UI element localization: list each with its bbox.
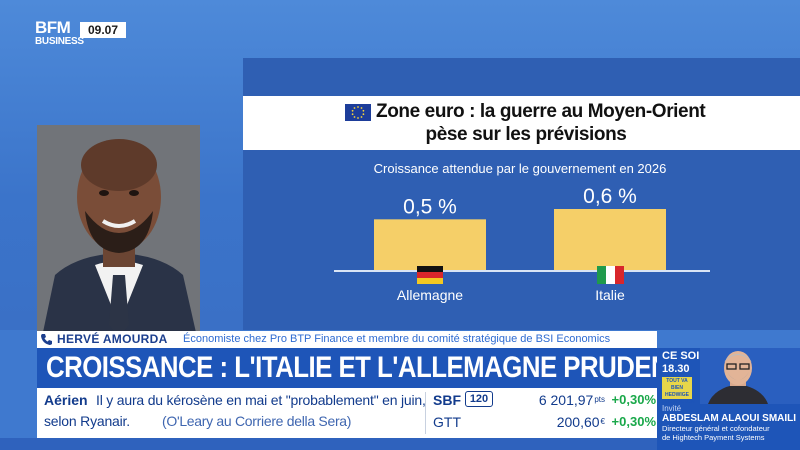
growth-bar-chart: 0,5 % Allemagne 0,6 % Italie — [320, 180, 720, 310]
guest-name: HERVÉ AMOURDA — [57, 332, 168, 346]
market-index-badge: 120 — [465, 391, 493, 407]
bar-italie — [554, 209, 666, 271]
stock-value: 200,60€ — [520, 412, 605, 432]
category-label: Allemagne — [397, 287, 463, 303]
graphic-title-box — [243, 96, 800, 150]
channel-logo: BFM BUSINESS — [35, 18, 84, 50]
clock-time: 09.07 — [80, 22, 126, 38]
news-ticker — [37, 388, 657, 438]
market-index-value: 6 201,97pts — [520, 390, 605, 410]
stock-value-number: 200,60 — [556, 414, 600, 430]
headline-bar — [37, 348, 657, 388]
guest-name-bar — [37, 331, 657, 348]
eu-flag-icon — [344, 103, 372, 122]
news-line1: Il y aura du kérosène en mai et "probabl… — [96, 392, 426, 408]
market-index-name: SBF — [433, 392, 461, 408]
logo-business-text: BUSINESS — [35, 36, 84, 47]
promo-show-logo: TOUT VA BIEN HEDWIGE CHEVRILLON — [662, 377, 695, 405]
guest-video — [37, 125, 200, 337]
bar-value-label: 0,6 % — [583, 185, 637, 208]
stock-name: GTT — [433, 414, 461, 430]
bar-value-label: 0,5 % — [403, 195, 457, 218]
ticker-divider — [425, 392, 426, 434]
market-index-value-number: 6 201,97 — [538, 392, 594, 408]
promo-time: 18.30 — [662, 363, 690, 375]
chart-subtitle: Croissance attendue par le gouvernement … — [373, 161, 667, 176]
guest-role: Économiste chez Pro BTP Finance et membr… — [183, 333, 611, 345]
news-line2: selon Ryanair. — [44, 413, 130, 429]
category-label: Italie — [595, 287, 625, 303]
promo-guest-role-line1: Directeur général et cofondateur — [662, 424, 770, 433]
headline: CROISSANCE : L'ITALIE ET L'ALLEMAGNE PRU… — [46, 351, 718, 384]
promo-schedule: CE SOIR 18.30 — [662, 350, 722, 380]
promo-guest-label: Invité — [662, 404, 682, 413]
italy-flag-icon — [597, 266, 624, 284]
promo-guest-photo — [700, 348, 800, 404]
stock-change: +0,30% — [611, 414, 656, 429]
promo-when: CE SOIR — [662, 350, 708, 362]
germany-flag-icon — [417, 266, 443, 284]
promo-guest-name: ABDESLAM ALAOUI SMAILI — [662, 413, 797, 424]
graphic-title-line2: pèse sur les prévisions — [425, 124, 627, 145]
phone-icon — [39, 332, 54, 347]
market-index-unit: pts — [594, 395, 605, 404]
news-kicker: Aérien — [44, 392, 88, 408]
bar-allemagne — [374, 219, 486, 271]
bottom-strip — [0, 438, 657, 450]
promo-guest-role-line2: de Hightech Payment Systems — [662, 433, 765, 442]
news-source: (O'Leary au Corriere della Sera) — [162, 413, 352, 429]
graphic-title-line1: Zone euro : la guerre au Moyen-Orient — [376, 101, 706, 122]
logo-bfm-text: BFM — [35, 18, 71, 37]
market-index-change: +0,30% — [611, 392, 656, 407]
stock-unit: € — [600, 417, 605, 426]
